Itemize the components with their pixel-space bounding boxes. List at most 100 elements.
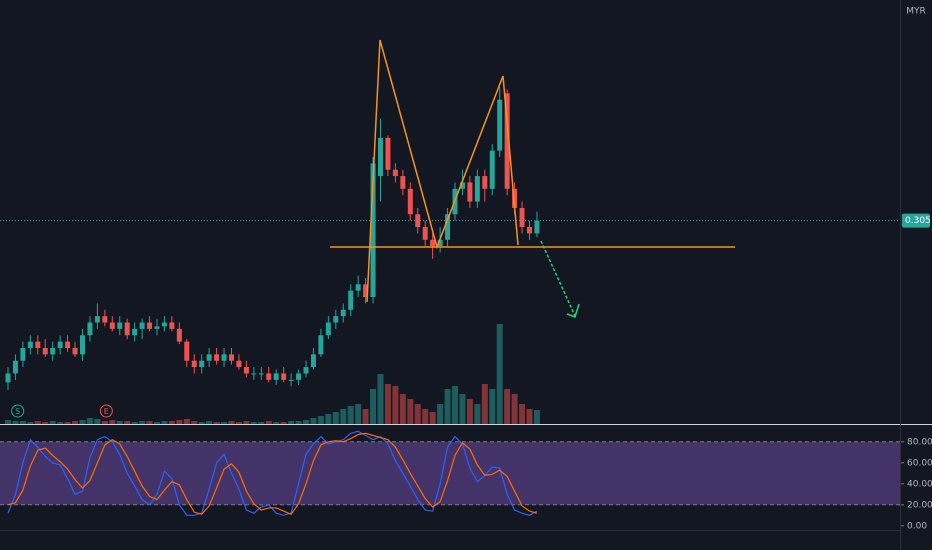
candle-body: [206, 354, 212, 361]
stoch-line: [7, 432, 538, 515]
candle-body: [281, 373, 287, 380]
volume-bar: [355, 404, 362, 424]
candle-body: [534, 220, 540, 234]
event-marker: [99, 404, 113, 418]
candle-body: [94, 316, 100, 323]
candle-body: [117, 322, 123, 329]
volume-bar: [176, 420, 183, 424]
volume-bar: [303, 420, 309, 424]
candle-body: [102, 316, 108, 323]
drawings: [330, 39, 735, 318]
candle-body: [214, 354, 220, 361]
candle-body: [87, 322, 93, 336]
candle-body: [184, 341, 190, 361]
volume-bar: [94, 419, 101, 424]
volume-bar: [325, 414, 332, 424]
candle-body: [124, 322, 130, 336]
stoch-line: [7, 430, 538, 516]
candle-body: [519, 207, 525, 228]
volume-bar: [429, 412, 436, 424]
volume-bar: [504, 389, 511, 424]
volume-bar: [27, 422, 34, 424]
volume-bar: [459, 394, 466, 424]
volume-bar: [511, 394, 518, 424]
arrow-head: [566, 303, 580, 318]
candle-body: [489, 150, 495, 189]
candle-body: [325, 322, 331, 336]
volume-bar: [5, 420, 11, 424]
candle-body: [392, 169, 398, 177]
volume-bar: [34, 421, 41, 424]
candle-body: [437, 239, 443, 247]
volume-bar: [109, 420, 116, 424]
candle-body: [65, 341, 71, 348]
candle-body: [400, 176, 406, 189]
volume-bar: [414, 404, 421, 424]
candle-body: [340, 309, 346, 317]
candle-body: [191, 360, 197, 368]
volume-bar: [452, 386, 458, 424]
candle-body: [378, 137, 383, 177]
volume-bar: [347, 406, 354, 424]
volume-bar: [444, 389, 451, 424]
candle-body: [139, 322, 145, 329]
y-tick-label: 20.00: [907, 500, 932, 510]
volume-bar: [72, 421, 79, 424]
volume-bar: [42, 422, 49, 424]
candle-body: [80, 335, 85, 355]
volume-bar: [228, 421, 235, 424]
candle-body: [229, 354, 234, 361]
candle-body: [303, 367, 309, 374]
event-label: E: [104, 407, 109, 416]
volume-bar: [340, 409, 347, 424]
candle-body: [50, 347, 56, 355]
candle-body: [147, 322, 153, 329]
volume-bar: [131, 422, 138, 424]
volume-bar: [19, 421, 26, 424]
volume-bar: [481, 384, 488, 424]
volume-bar: [183, 419, 190, 424]
volume-bar: [496, 324, 503, 424]
candle-body: [474, 176, 480, 202]
volume-bar: [399, 394, 406, 424]
candle-body: [20, 347, 26, 361]
candle-body: [348, 290, 354, 310]
candle-body: [310, 354, 316, 368]
volume-bar: [377, 374, 384, 424]
last-price-label: 0.305: [905, 216, 931, 226]
event-marker: [11, 404, 25, 418]
volume-bar: [116, 421, 123, 424]
volume-bar: [235, 422, 242, 424]
labels: 0.305 S E 0.00 20.00 40.00 60.00 80.00: [11, 213, 932, 531]
candle-body: [236, 360, 242, 368]
candle-body: [430, 239, 436, 247]
volume-bar: [310, 418, 317, 424]
projection-arrow: [540, 240, 576, 317]
volume-bar: [86, 418, 93, 424]
volume-bar: [273, 422, 280, 424]
candle-body: [199, 360, 205, 368]
candle-body: [445, 214, 451, 240]
candle-body: [5, 373, 11, 383]
candle-body: [318, 335, 324, 355]
candle-body: [333, 316, 339, 323]
volume-bar: [362, 409, 369, 424]
y-tick-label: 0.00: [907, 521, 927, 531]
candle-body: [72, 347, 78, 355]
candle-body: [161, 322, 167, 327]
volume-bar: [213, 422, 220, 424]
candle-body: [176, 328, 182, 342]
volume-bar: [250, 422, 257, 424]
candle-body: [497, 99, 503, 151]
volume-bar: [57, 422, 64, 424]
candle-body: [370, 163, 376, 298]
candle-body: [27, 341, 33, 348]
candle-body: [154, 326, 160, 329]
volume-bar: [124, 421, 131, 424]
y-tick-label: 60.00: [907, 458, 932, 468]
volume-bar: [317, 416, 324, 424]
candle-body: [132, 328, 138, 336]
candle-body: [258, 373, 264, 375]
